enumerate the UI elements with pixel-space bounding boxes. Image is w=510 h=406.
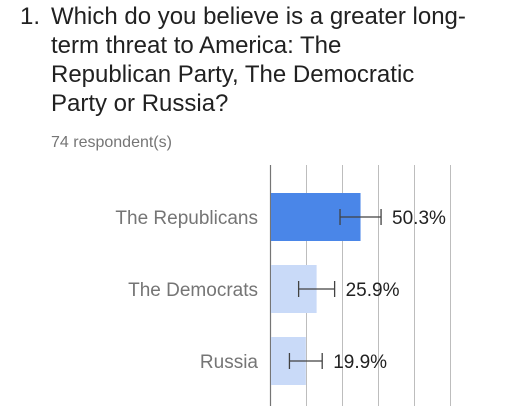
respondent-count: 74 respondent(s) xyxy=(51,134,172,151)
question-text: Which do you believe is a greater long- … xyxy=(51,3,466,117)
value-label: 19.9% xyxy=(333,352,387,373)
category-label: The Democrats xyxy=(128,280,258,301)
category-label: The Republicans xyxy=(115,208,258,229)
value-label: 25.9% xyxy=(346,280,400,301)
category-label: Russia xyxy=(200,352,259,373)
question-number: 1. xyxy=(20,3,41,30)
value-label: 50.3% xyxy=(392,208,446,229)
